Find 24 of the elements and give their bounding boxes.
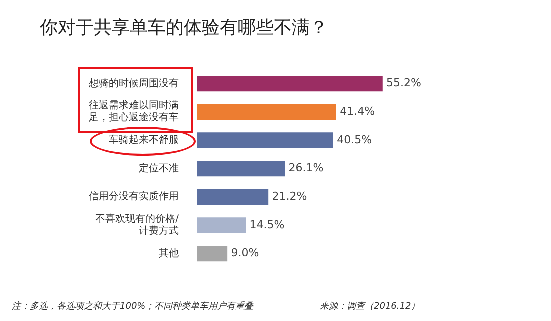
y-tick-label: 信用分没有实质作用 <box>89 190 179 203</box>
data-label: 9.0% <box>231 246 260 260</box>
bar <box>197 104 336 120</box>
y-tick-label: 其他 <box>159 247 179 260</box>
y-tick-label: 定位不准 <box>139 162 179 174</box>
bar <box>197 189 269 205</box>
bar <box>197 246 228 262</box>
data-label: 40.5% <box>337 133 372 146</box>
y-tick-label: 往返需求难以同时满足，担心返途没有车 <box>89 100 179 124</box>
data-label: 26.1% <box>288 162 324 175</box>
text: 注：多选，各选项之和大于100%；不同种类单车用户有重叠 <box>12 300 254 313</box>
data-label: 55.2% <box>386 76 422 90</box>
chart-title: 你对于共享单车的体验有哪些不满？ <box>39 17 328 38</box>
bar <box>197 218 246 234</box>
data-label: 21.2% <box>272 190 308 203</box>
source-note: 来源：调查（2016.12） <box>320 300 420 313</box>
y-tick-label: 想骑的时候周围没有 <box>88 77 179 90</box>
data-label: 14.5% <box>250 218 285 232</box>
bar <box>197 76 383 92</box>
bar <box>197 132 334 148</box>
y-tick-label: 不喜欢现有的价格/计费方式 <box>96 213 180 238</box>
data-label: 41.4% <box>340 104 376 118</box>
y-tick-label: 车骑起来不舒服 <box>109 134 179 146</box>
bar <box>197 160 286 177</box>
